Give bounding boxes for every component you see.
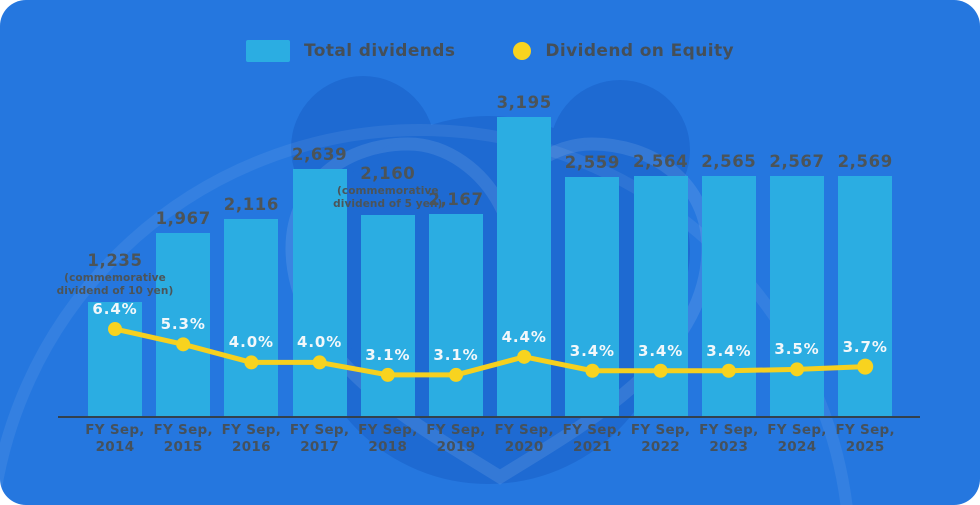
legend: Total dividends Dividend on Equity — [0, 36, 980, 66]
x-tick-2022: FY Sep, 2022 — [630, 422, 691, 455]
percent-label-2016: 4.0% — [228, 333, 274, 352]
line-dot-2017 — [312, 355, 327, 370]
x-tick-2017: FY Sep, 2017 — [289, 422, 350, 455]
x-tick-2015: FY Sep, 2015 — [153, 422, 213, 455]
x-tick-2014: FY Sep, 2014 — [85, 422, 145, 455]
bar-fy-2018 — [360, 215, 415, 418]
x-tick-2023: FY Sep, 2023 — [699, 422, 759, 455]
bar-value-text: 2,167 — [428, 190, 484, 209]
percent-label-2021: 3.4% — [569, 341, 615, 360]
percent-label-2020: 4.4% — [501, 327, 547, 346]
bar-fy-2019 — [429, 214, 483, 418]
bar-value-label-2021: 2,559 — [517, 153, 667, 172]
percent-label-2022: 3.4% — [637, 341, 684, 360]
bar-value-label-2017: 2,639 — [245, 145, 395, 164]
line-dot-2025 — [857, 358, 874, 375]
x-tick-2019: FY Sep, 2019 — [426, 422, 486, 455]
legend-label-total-dividends: Total dividends — [304, 41, 456, 61]
percent-label-2023: 3.4% — [706, 341, 752, 360]
percent-label-2017: 4.0% — [296, 333, 343, 352]
bar-value-text: 1,967 — [155, 209, 211, 228]
x-tick-2016: FY Sep, 2016 — [221, 422, 282, 455]
bar-value-text: 2,565 — [701, 152, 757, 171]
bar-value-label-2014: 1,235 (commemorative dividend of 10 yen) — [40, 251, 190, 297]
bar-fy-2020 — [497, 117, 552, 418]
line-dot-2021 — [585, 363, 600, 378]
bar-value-text: 1,235 — [87, 251, 143, 270]
line-dot-2023 — [721, 363, 736, 378]
x-tick-2024: FY Sep, 2024 — [767, 422, 827, 455]
line-dot-2018 — [380, 367, 395, 382]
bar-value-label-2020: 3,195 — [449, 93, 599, 112]
bar-value-text: 2,569 — [837, 152, 893, 171]
bar-swatch-icon — [246, 40, 291, 62]
bar-value-text: 2,160 — [360, 164, 416, 183]
x-axis-line — [58, 416, 920, 418]
commemorative-note: (commemorative dividend of 5 yen) — [333, 185, 443, 210]
bar-fy-2024 — [770, 176, 824, 418]
x-tick-2018: FY Sep, 2018 — [358, 422, 418, 455]
bar-value-text: 2,559 — [564, 153, 620, 172]
x-tick-2021: FY Sep, 2021 — [562, 422, 623, 455]
bar-fy-2025 — [838, 176, 893, 418]
bar-fy-2016 — [224, 219, 279, 418]
line-dot-2015 — [176, 337, 191, 352]
bar-value-label-2023: 2,565 — [654, 152, 804, 171]
dot-swatch-icon — [513, 42, 532, 60]
line-dot-2014 — [108, 322, 122, 337]
line-dot-2022 — [653, 363, 668, 378]
percent-label-2025: 3.7% — [842, 337, 888, 356]
percent-label-2018: 3.1% — [365, 345, 411, 364]
bar-fy-2021 — [565, 177, 620, 418]
bar-value-text: 2,116 — [223, 195, 279, 214]
bar-value-text: 3,195 — [496, 93, 552, 112]
bar-value-text: 2,639 — [291, 145, 348, 164]
bar-fy-2015 — [156, 233, 211, 418]
legend-label-dividend-on-equity: Dividend on Equity — [545, 41, 734, 61]
legend-item-total-dividends: Total dividends — [246, 40, 455, 62]
bar-fy-2017 — [292, 169, 347, 418]
dividend-on-equity-line — [112, 326, 868, 378]
line-dot-2020 — [517, 349, 532, 364]
bar-value-label-2016: 2,116 — [176, 195, 326, 214]
bar-value-label-2015: 1,967 — [108, 209, 258, 228]
bar-value-label-2019: 2,167 — [381, 190, 531, 209]
bar-value-label-2024: 2,567 — [722, 152, 872, 171]
commemorative-note: (commemorative dividend of 10 yen) — [56, 272, 174, 297]
percent-label-2015: 5.3% — [160, 315, 206, 334]
bar-value-label-2018: 2,160 (commemorative dividend of 5 yen) — [313, 164, 463, 210]
x-tick-2025: FY Sep, 2025 — [835, 422, 895, 455]
bar-value-label-2025: 2,569 — [790, 152, 940, 171]
percent-label-2024: 3.5% — [774, 340, 820, 359]
legend-item-dividend-on-equity: Dividend on Equity — [513, 41, 734, 61]
x-tick-2020: FY Sep, 2020 — [494, 422, 554, 455]
line-dot-2024 — [790, 362, 804, 377]
percent-label-2019: 3.1% — [433, 345, 479, 364]
bar-value-label-2022: 2,564 — [586, 152, 736, 171]
line-dot-2019 — [449, 367, 463, 382]
bar-value-text: 2,564 — [632, 152, 689, 171]
bar-value-text: 2,567 — [769, 152, 825, 171]
percent-label-2014: 6.4% — [92, 300, 138, 319]
line-dot-2016 — [244, 355, 259, 370]
bar-fy-2014 — [88, 302, 142, 418]
